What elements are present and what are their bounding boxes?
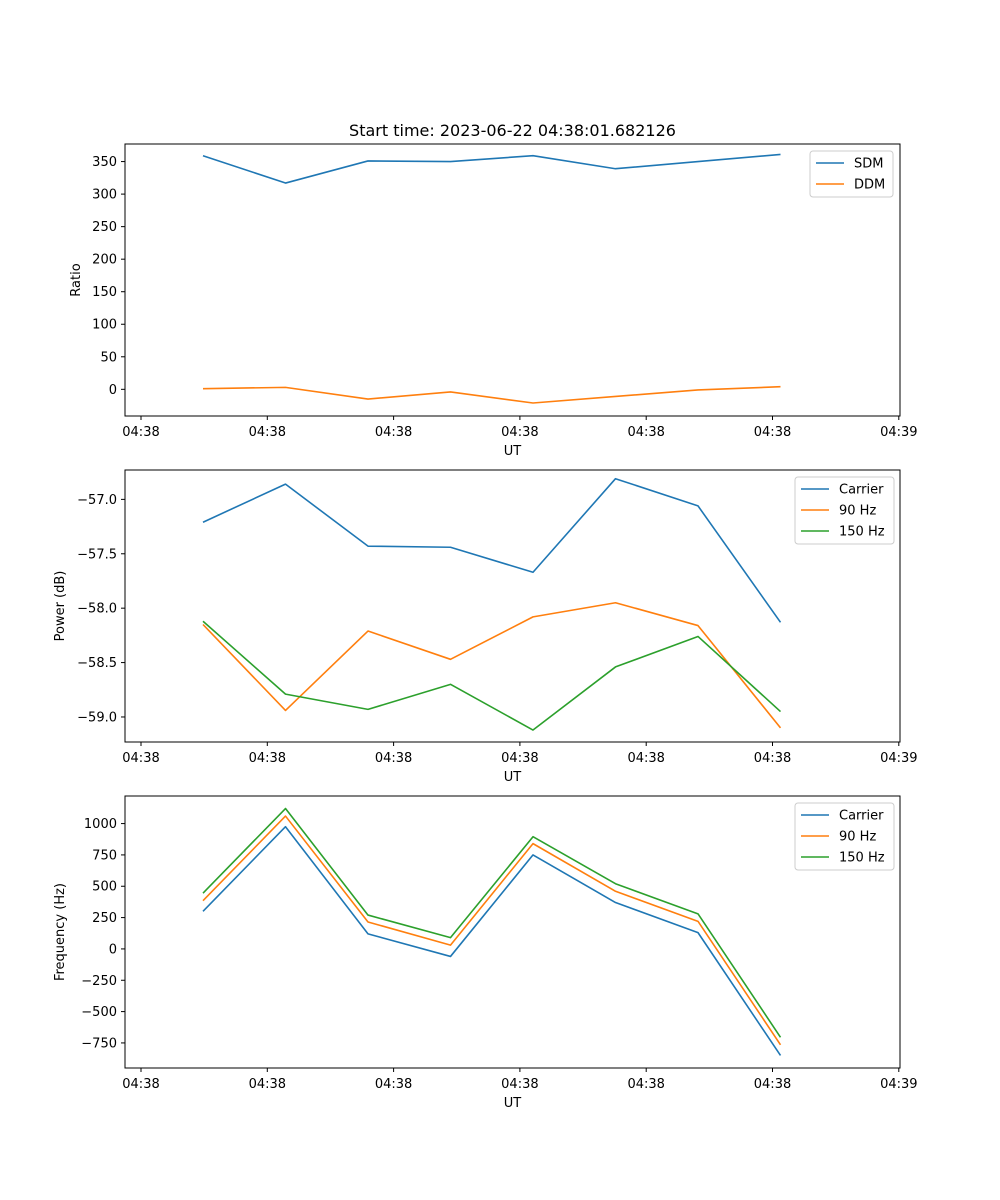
x-axis-label: UT (504, 770, 522, 785)
y-tick-label: 300 (92, 188, 117, 203)
legend-frame (794, 802, 895, 871)
x-tick-label: 04:38 (375, 1077, 412, 1092)
x-tick-label: 04:38 (501, 425, 538, 440)
series-line-90-hz (202, 601, 782, 729)
y-tick-label: 150 (92, 285, 117, 300)
legend-label: 90 Hz (839, 830, 876, 845)
series-line-carrier (202, 825, 782, 1056)
x-tick-label: 04:38 (501, 1077, 538, 1092)
chart-panel-1: 0 50 100 150 200 250 300 350 04:38 04:38 04:38 04:3… (69, 121, 918, 459)
y-axis-label: Frequency (Hz) (53, 883, 68, 981)
y-tick-label: 100 (92, 318, 117, 333)
x-tick-label: 04:38 (249, 751, 286, 766)
y-tick-label: −58.0 (77, 602, 117, 617)
y-tick-label: −500 (81, 1005, 117, 1020)
x-tick-label: 04:38 (627, 751, 664, 766)
y-tick-label: 1000 (84, 817, 117, 832)
y-tick-label: 50 (100, 350, 117, 365)
y-tick-label: −57.5 (77, 547, 117, 562)
legend-label: DDM (854, 178, 885, 193)
legend-label: 150 Hz (839, 851, 885, 866)
y-tick-label: 0 (109, 383, 117, 398)
legend: Carrier 90 Hz 150 Hz (794, 476, 895, 545)
y-tick-label: 250 (92, 911, 117, 926)
x-tick-label: 04:38 (249, 1077, 286, 1092)
x-tick-label: 04:38 (627, 1077, 664, 1092)
plot-area-frame (124, 795, 901, 1069)
plot-area-frame (124, 469, 901, 743)
y-tick-label: 200 (92, 253, 117, 268)
legend-label: 150 Hz (839, 525, 885, 540)
y-tick-label: −250 (81, 974, 117, 989)
legend-label: Carrier (839, 483, 884, 498)
series-line-150-hz (202, 807, 782, 1038)
chart-panel-2: −57.0 −57.5 −58.0 −58.5 −59.0 04:38 04:38 04:38… (53, 469, 918, 785)
series-line-sdm (202, 153, 781, 184)
x-tick-label: 04:38 (375, 425, 412, 440)
legend-label: SDM (854, 157, 883, 172)
x-tick-label: 04:38 (249, 425, 286, 440)
x-tick-label: 04:39 (880, 1077, 917, 1092)
legend-label: 90 Hz (839, 504, 876, 519)
y-axis-label: Ratio (69, 263, 84, 296)
x-tick-label: 04:38 (122, 425, 159, 440)
series-line-150-hz (202, 620, 782, 731)
y-tick-label: 750 (92, 848, 117, 863)
series-line-ddm (202, 385, 781, 404)
y-tick-label: 250 (92, 220, 117, 235)
legend: Carrier 90 Hz 150 Hz (794, 802, 895, 871)
x-tick-label: 04:39 (880, 425, 917, 440)
x-tick-label: 04:38 (754, 425, 791, 440)
y-tick-label: −750 (81, 1036, 117, 1051)
x-axis-label: UT (504, 444, 522, 459)
x-axis-label: UT (504, 1096, 522, 1111)
chart-panel-3: 1000 750 500 250 0 −250 −500 −750 04:38 04:38 04:3… (53, 795, 918, 1111)
legend-label: Carrier (839, 809, 884, 824)
x-tick-label: 04:38 (122, 751, 159, 766)
x-tick-label: 04:38 (501, 751, 538, 766)
legend-frame (794, 476, 895, 545)
chart-title: Start time: 2023-06-22 04:38:01.682126 (349, 121, 676, 140)
x-tick-label: 04:38 (754, 1077, 791, 1092)
series-line-carrier (202, 477, 782, 623)
y-axis-label: Power (dB) (53, 571, 68, 642)
x-tick-label: 04:38 (754, 751, 791, 766)
x-tick-label: 04:39 (880, 751, 917, 766)
y-tick-label: 350 (92, 155, 117, 170)
legend: SDM DDM (809, 150, 894, 198)
plot-area-frame (124, 143, 901, 417)
y-tick-label: 500 (92, 880, 117, 895)
y-tick-label: 0 (109, 942, 117, 957)
series-line-90-hz (202, 815, 782, 1046)
x-tick-label: 04:38 (627, 425, 664, 440)
y-tick-label: −57.0 (77, 493, 117, 508)
x-tick-label: 04:38 (375, 751, 412, 766)
x-tick-label: 04:38 (122, 1077, 159, 1092)
y-tick-label: −58.5 (77, 656, 117, 671)
y-tick-label: −59.0 (77, 710, 117, 725)
